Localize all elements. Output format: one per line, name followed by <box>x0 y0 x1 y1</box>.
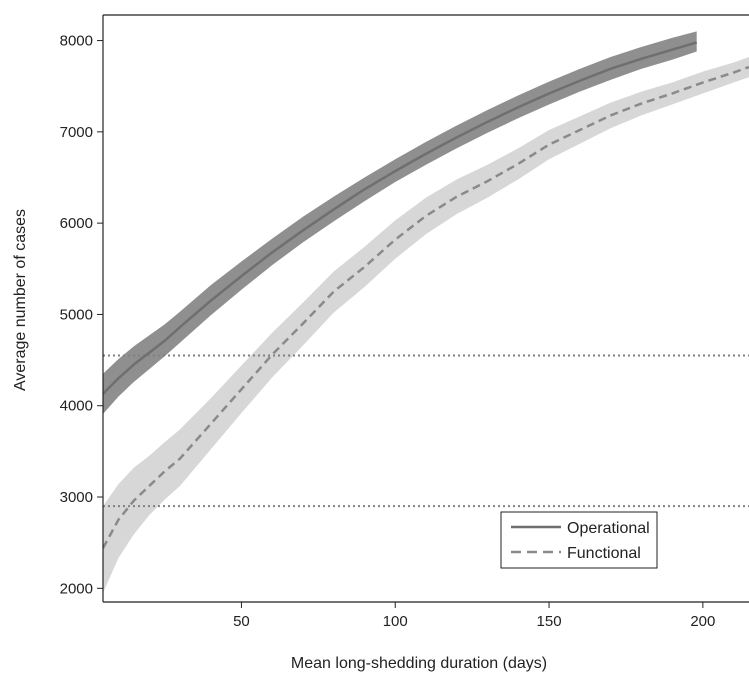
y-tick-label: 7000 <box>60 124 93 141</box>
legend-label-operational: Operational <box>567 520 650 537</box>
y-tick-label: 6000 <box>60 215 93 232</box>
y-tick-label: 2000 <box>60 580 93 597</box>
legend-label-functional: Functional <box>567 545 641 562</box>
plot-content <box>103 31 749 593</box>
confidence-band-operational <box>103 31 697 414</box>
y-tick-label: 4000 <box>60 398 93 415</box>
x-tick-label: 200 <box>690 613 715 630</box>
y-tick-label: 5000 <box>60 306 93 323</box>
legend-box <box>500 511 658 569</box>
plot-area <box>102 14 749 603</box>
x-tick-label: 50 <box>233 613 250 630</box>
x-tick-label: 150 <box>537 613 562 630</box>
legend: Operational Functional <box>500 511 658 569</box>
series-line-operational <box>103 41 698 395</box>
axis-ticks: 2000 3000 4000 5000 6000 7000 8000 50 100 150 200 <box>60 33 716 630</box>
x-axis-label: Mean long-shedding duration (days) <box>291 655 547 672</box>
y-axis-label: Average number of cases <box>12 209 29 391</box>
x-tick-label: 100 <box>383 613 408 630</box>
y-tick-label: 8000 <box>60 33 93 50</box>
series-line-functional <box>103 65 749 549</box>
y-tick-label: 3000 <box>60 489 93 506</box>
